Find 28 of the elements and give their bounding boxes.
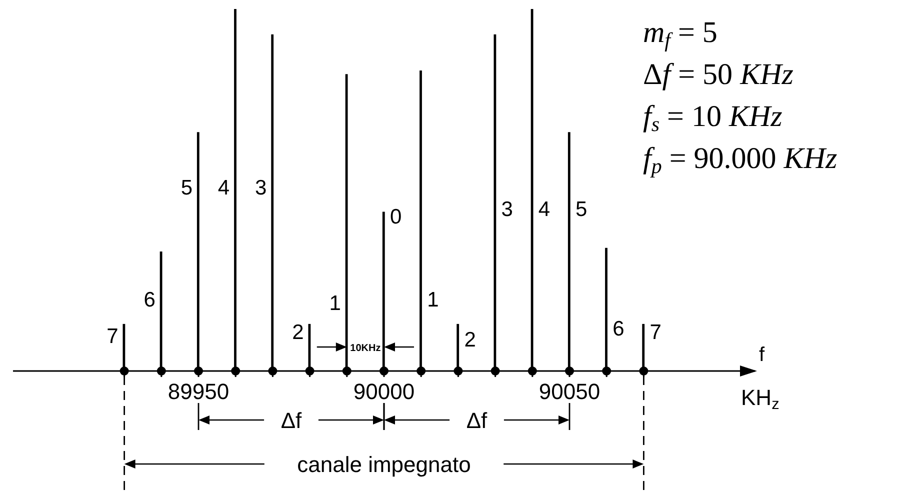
annotation: 2 [292,321,304,344]
annotation: 2 [464,328,476,352]
annotation: 6 [144,288,156,312]
text: KH$_{z}$ [741,385,780,413]
x-tick-label: 90000 [353,379,415,404]
annotation: 10KHz [350,343,381,354]
annotation: 1 [329,292,341,316]
annotation: 1 [427,288,439,312]
annotation: 4 [538,198,550,222]
annotation: f$_{s}$ = 10 KHz [643,100,783,136]
annotation: 3 [255,176,267,200]
annotation: 5 [180,176,192,200]
text: Δf [466,408,488,433]
annotation: 0 [390,205,402,228]
annotation: f$_{p}$ = 90.000 KHz [643,142,838,178]
x-axis-title: f [759,344,765,366]
x-tick-label: 90050 [538,379,600,404]
annotation: 5 [576,198,588,222]
annotation: 3 [501,198,513,222]
annotation: 7 [106,324,118,348]
x-tick-label: 89950 [168,379,230,404]
annotation: 4 [218,176,230,200]
annotation: 6 [612,318,624,341]
annotation: m$_{f}$ = 5 [643,16,718,52]
text: Δf [280,408,303,433]
text: canale impegnato [297,452,471,477]
annotation: 7 [650,321,662,344]
annotation: Δf = 50 KHz [643,58,794,91]
